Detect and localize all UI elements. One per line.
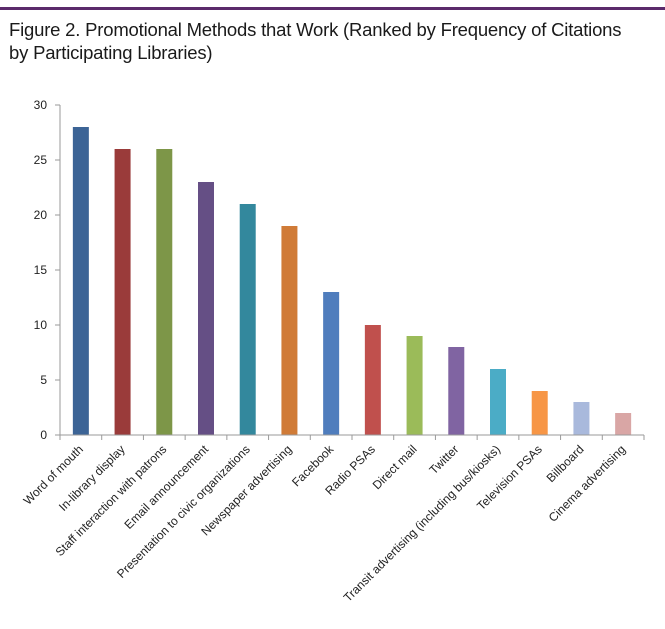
x-tick-label: Cinema advertising — [546, 442, 629, 525]
y-tick-label: 5 — [40, 373, 47, 387]
y-tick-label: 10 — [34, 318, 48, 332]
bar — [531, 391, 548, 435]
bar — [406, 336, 423, 435]
title-rule — [0, 7, 665, 10]
bar — [490, 369, 506, 435]
x-tick-label: Transit advertising (including bus/kiosk… — [341, 442, 503, 604]
y-axis: 0 5 10 15 20 25 30 — [34, 98, 61, 442]
y-tick-label: 25 — [34, 153, 48, 167]
bar — [114, 149, 131, 435]
bar — [364, 325, 381, 435]
bar — [72, 127, 89, 435]
bar — [281, 226, 298, 435]
x-tick-label: Direct mail — [370, 442, 420, 492]
x-tick-label: Billboard — [544, 442, 587, 485]
figure-title: Figure 2. Promotional Methods that Work … — [9, 18, 649, 64]
bar — [573, 402, 590, 435]
figure-title-line-1: Figure 2. Promotional Methods that Work … — [9, 19, 622, 40]
bars — [72, 127, 632, 435]
bar — [239, 204, 256, 435]
bar — [615, 413, 632, 435]
y-tick-label: 15 — [34, 263, 48, 277]
y-tick-label: 20 — [34, 208, 48, 222]
bar — [448, 347, 465, 435]
figure-title-line-2: by Participating Libraries) — [9, 42, 213, 63]
y-tick-label: 30 — [34, 98, 48, 112]
bar — [198, 182, 214, 435]
y-tick-label: 0 — [40, 428, 47, 442]
x-tick-label: Twitter — [427, 442, 462, 477]
bar — [323, 292, 340, 435]
bar — [156, 149, 173, 435]
